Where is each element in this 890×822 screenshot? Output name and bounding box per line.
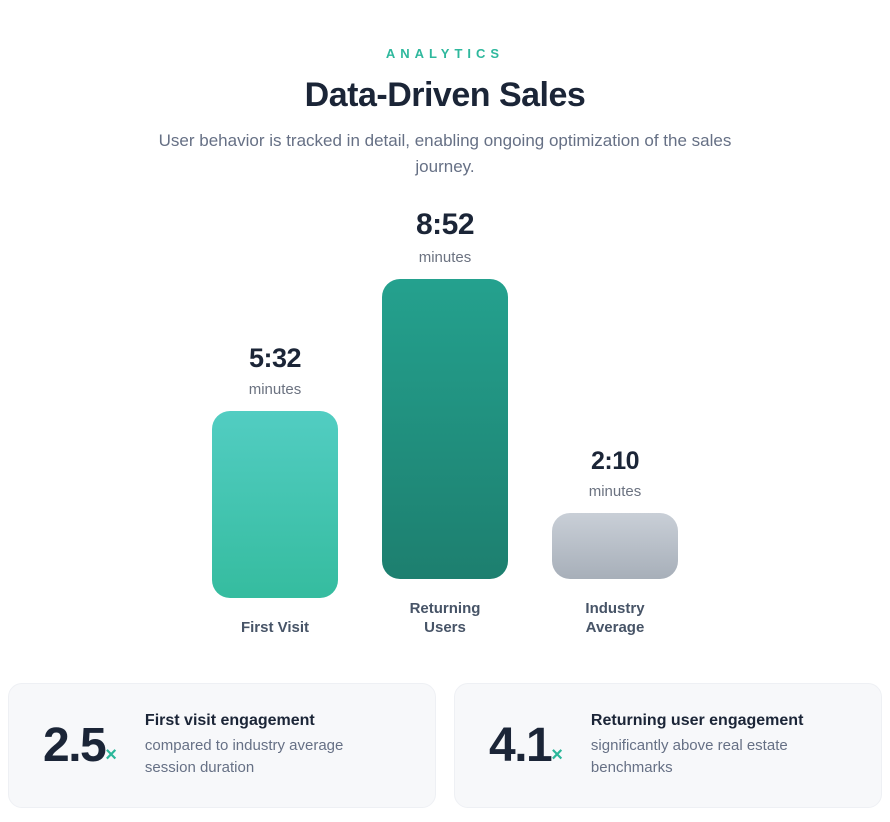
section-header: ANALYTICS Data-Driven Sales User behavio… [0,0,890,180]
bar-first-visit [212,411,338,598]
page-title: Data-Driven Sales [304,76,586,114]
stat-text-returning-user: Returning user engagement significantly … [591,712,833,779]
stat-description: significantly above real estate benchmar… [590,737,788,776]
stat-value-returning-user: 4.1× [489,718,563,773]
bar-column-first-visit: 5:32 minutes First Visit [212,343,338,637]
bar-value-first-visit: 5:32 [248,343,302,373]
stat-number: 2.5 [43,719,107,772]
bar-returning-users [382,279,508,579]
stat-cards-row: 2.5× First visit engagement compared to … [0,683,890,808]
page-subtitle: User behavior is tracked in detail, enab… [158,131,732,176]
bar-industry-average [552,513,678,579]
stat-value-first-visit: 2.5× [43,718,117,773]
stat-title: First visit engagement [144,712,315,729]
bar-column-industry-average: 2:10 minutes Industry Average [552,447,678,637]
bar-unit-industry-average: minutes [588,483,642,500]
stat-card-first-visit: 2.5× First visit engagement compared to … [8,683,436,808]
bar-unit-first-visit: minutes [248,381,302,398]
session-duration-bar-chart: 5:32 minutes First Visit 8:52 minutes Re… [0,208,890,637]
stat-description: compared to industry average session dur… [144,737,344,776]
stat-text-first-visit: First visit engagement compared to indus… [145,712,387,779]
stat-number: 4.1 [489,719,553,772]
stat-card-returning-user: 4.1× Returning user engagement significa… [454,683,882,808]
bar-column-returning-users: 8:52 minutes Returning Users [382,208,508,637]
multiplier-x-icon: × [105,744,117,766]
bar-value-returning-users: 8:52 [415,208,475,241]
bar-value-industry-average: 2:10 [590,447,640,475]
bar-category-industry-average: Industry Average [585,600,645,636]
bar-category-returning-users: Returning Users [409,600,481,636]
stat-title: Returning user engagement [590,712,804,729]
multiplier-x-icon: × [551,744,563,766]
eyebrow-label: ANALYTICS [385,46,505,61]
bar-unit-returning-users: minutes [418,249,472,266]
bar-category-first-visit: First Visit [240,619,310,636]
